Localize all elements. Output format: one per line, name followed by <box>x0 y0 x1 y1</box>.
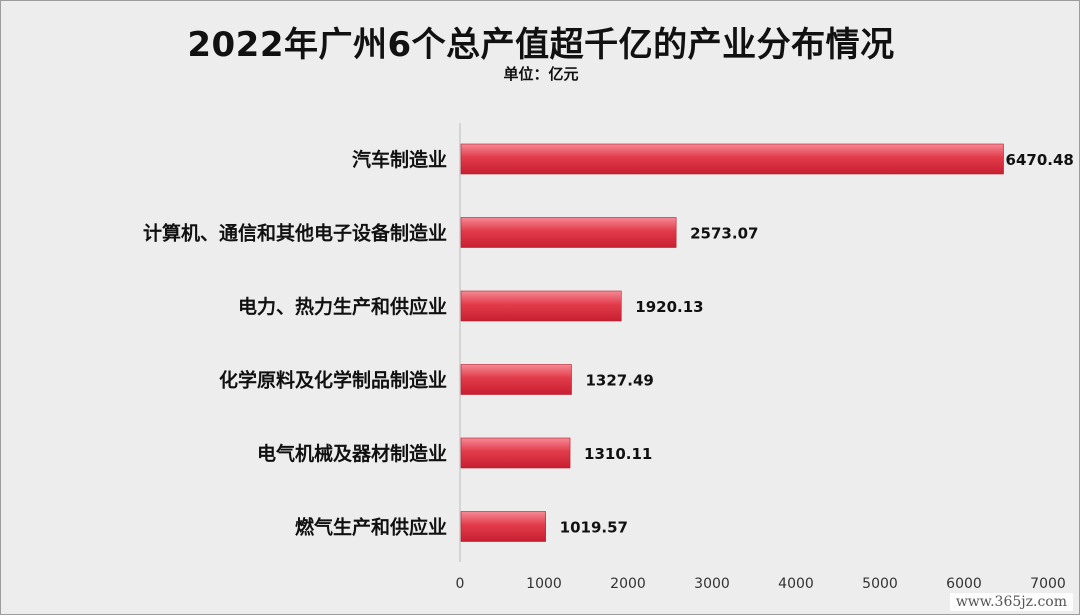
x-axis-ticks: 0 1000 2000 3000 4000 5000 6000 7000 <box>456 576 1066 592</box>
value-label: 1920.13 <box>635 298 703 316</box>
value-label: 2573.07 <box>690 225 758 243</box>
x-tick-label: 5000 <box>862 576 898 592</box>
x-tick-label: 3000 <box>694 576 730 592</box>
category-label: 化学原料及化学制品制造业 <box>219 369 447 392</box>
bar <box>460 511 546 542</box>
value-label: 6470.48 <box>1006 151 1074 169</box>
x-tick-label: 4000 <box>778 576 814 592</box>
x-tick-label: 7000 <box>1030 576 1066 592</box>
bar <box>460 437 571 469</box>
bar <box>460 143 1004 175</box>
bars-layer <box>460 143 1004 542</box>
labels-layer: 汽车制造业 6470.48 计算机、通信和其他电子设备制造业 2573.07 电力、热力… <box>143 148 1074 539</box>
chart-subtitle: 单位：亿元 <box>503 65 579 83</box>
value-label: 1327.49 <box>586 372 654 390</box>
watermark: www.365jz.com <box>949 593 1073 611</box>
x-tick-label: 0 <box>456 576 465 592</box>
category-label: 汽车制造业 <box>352 148 447 171</box>
category-label: 计算机、通信和其他电子设备制造业 <box>143 222 447 245</box>
bar <box>460 290 622 322</box>
x-tick-label: 2000 <box>610 576 646 592</box>
x-tick-label: 6000 <box>946 576 982 592</box>
category-label: 电力、热力生产和供应业 <box>238 295 447 318</box>
bar <box>460 364 572 395</box>
value-label: 1019.57 <box>560 519 628 537</box>
category-label: 燃气生产和供应业 <box>295 516 447 539</box>
value-label: 1310.11 <box>584 445 652 463</box>
category-label: 电气机械及器材制造业 <box>257 442 447 465</box>
x-tick-label: 1000 <box>526 576 562 592</box>
bar <box>460 217 677 248</box>
chart-title: 2022年广州6个总产值超千亿的产业分布情况 <box>187 25 895 65</box>
